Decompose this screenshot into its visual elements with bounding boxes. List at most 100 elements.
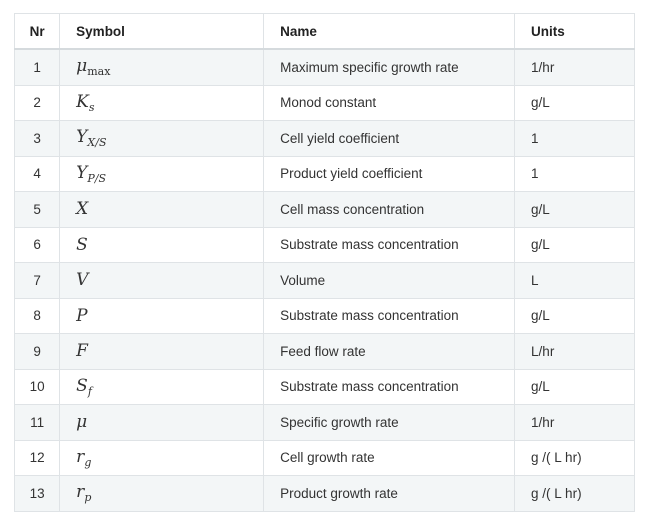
- math-symbol: Sf: [76, 375, 92, 398]
- symbol-main: S: [76, 375, 88, 396]
- row-name: Maximum specific growth rate: [263, 48, 516, 86]
- row-symbol: Ks: [59, 84, 265, 121]
- symbol-subscript: g: [84, 455, 92, 469]
- row-units: g/L: [514, 368, 635, 405]
- symbol-subscript: p: [84, 491, 92, 505]
- symbol-main: Y: [76, 162, 88, 183]
- math-symbol: YP/S: [76, 162, 107, 185]
- row-number: 9: [13, 333, 61, 370]
- row-number: 7: [13, 262, 61, 299]
- header-units: Units: [514, 13, 635, 50]
- table-row: 13 rp Product growth rate g /( L hr): [13, 475, 635, 512]
- row-number: 8: [13, 297, 61, 334]
- table-header: Nr Symbol Name Units: [13, 13, 635, 50]
- row-units: g/L: [514, 297, 635, 334]
- math-symbol: YX/S: [76, 127, 107, 150]
- table-row: 1 μmax Maximum specific growth rate 1/hr: [13, 48, 635, 86]
- header-symbol: Symbol: [59, 13, 265, 50]
- row-symbol: Sf: [59, 368, 265, 405]
- table-row: 5 X Cell mass concentration g/L: [13, 191, 635, 228]
- math-symbol: rp: [76, 482, 92, 505]
- row-units: g/L: [514, 191, 635, 228]
- row-units: L/hr: [514, 333, 635, 370]
- math-symbol: X: [76, 199, 88, 219]
- row-number: 12: [13, 439, 61, 476]
- symbol-main: F: [76, 341, 88, 362]
- row-symbol: V: [59, 262, 265, 299]
- row-symbol: X: [59, 191, 265, 228]
- row-units: 1: [514, 155, 635, 192]
- row-name: Feed flow rate: [263, 333, 516, 370]
- row-symbol: rg: [59, 439, 265, 476]
- row-number: 6: [13, 226, 61, 263]
- row-number: 4: [13, 155, 61, 192]
- row-name: Substrate mass concentration: [263, 297, 516, 334]
- row-symbol: F: [59, 333, 265, 370]
- row-number: 5: [13, 191, 61, 228]
- table-body: 1 μmax Maximum specific growth rate 1/hr 2 Ks…: [13, 48, 635, 512]
- row-units: L: [514, 262, 635, 299]
- symbol-main: X: [76, 199, 89, 220]
- table-row: 12 rg Cell growth rate g /( L hr): [13, 439, 635, 476]
- row-units: 1: [514, 120, 635, 157]
- row-name: Product growth rate: [263, 475, 516, 512]
- math-symbol: P: [76, 306, 87, 326]
- math-symbol: μ: [76, 412, 87, 432]
- symbol-subscript: f: [87, 384, 92, 398]
- header-name: Name: [263, 13, 516, 50]
- row-name: Monod constant: [263, 84, 516, 121]
- math-symbol: S: [76, 235, 88, 255]
- row-number: 13: [13, 475, 61, 512]
- row-units: g/L: [514, 84, 635, 121]
- row-units: 1/hr: [514, 404, 635, 441]
- table-row: 3 YX/S Cell yield coefficient 1: [13, 120, 635, 157]
- table-row: 2 Ks Monod constant g/L: [13, 84, 635, 121]
- row-name: Substrate mass concentration: [263, 226, 516, 263]
- row-number: 10: [13, 368, 61, 405]
- symbol-main: P: [76, 305, 88, 326]
- symbol-subscript: max: [87, 65, 111, 79]
- row-name: Volume: [263, 262, 516, 299]
- row-symbol: S: [59, 226, 265, 263]
- row-symbol: YP/S: [59, 155, 265, 192]
- symbol-main: V: [76, 270, 89, 291]
- table-row: 6 S Substrate mass concentration g/L: [13, 226, 635, 263]
- row-number: 1: [13, 48, 61, 86]
- symbol-main: r: [76, 482, 85, 503]
- math-symbol: Ks: [76, 91, 95, 114]
- symbol-main: S: [76, 234, 88, 255]
- row-units: g /( L hr): [514, 475, 635, 512]
- symbol-main: Y: [76, 127, 88, 148]
- symbol-subscript: X/S: [87, 136, 107, 150]
- row-number: 2: [13, 84, 61, 121]
- row-units: g /( L hr): [514, 439, 635, 476]
- header-row: Nr Symbol Name Units: [13, 13, 635, 50]
- symbol-subscript: P/S: [87, 171, 107, 185]
- symbol-main: r: [76, 446, 85, 467]
- math-symbol: F: [76, 341, 88, 361]
- math-symbol: μmax: [76, 56, 111, 79]
- row-units: g/L: [514, 226, 635, 263]
- row-name: Substrate mass concentration: [263, 368, 516, 405]
- row-units: 1/hr: [514, 48, 635, 86]
- table-row: 10 Sf Substrate mass concentration g/L: [13, 368, 635, 405]
- row-name: Product yield coefficient: [263, 155, 516, 192]
- math-symbol: rg: [76, 446, 92, 469]
- row-symbol: μmax: [59, 48, 265, 86]
- table-row: 9 F Feed flow rate L/hr: [13, 333, 635, 370]
- math-symbol: V: [76, 270, 88, 290]
- table-row: 7 V Volume L: [13, 262, 635, 299]
- symbol-main: K: [76, 91, 89, 112]
- table-row: 8 P Substrate mass concentration g/L: [13, 297, 635, 334]
- table-row: 11 μ Specific growth rate 1/hr: [13, 404, 635, 441]
- row-name: Specific growth rate: [263, 404, 516, 441]
- table-row: 4 YP/S Product yield coefficient 1: [13, 155, 635, 192]
- row-number: 11: [13, 404, 61, 441]
- row-symbol: rp: [59, 475, 265, 512]
- symbol-main: μ: [76, 56, 88, 77]
- symbol-subscript: s: [88, 100, 95, 114]
- header-nr: Nr: [13, 13, 61, 50]
- row-symbol: P: [59, 297, 265, 334]
- row-number: 3: [13, 120, 61, 157]
- symbol-main: μ: [76, 412, 88, 433]
